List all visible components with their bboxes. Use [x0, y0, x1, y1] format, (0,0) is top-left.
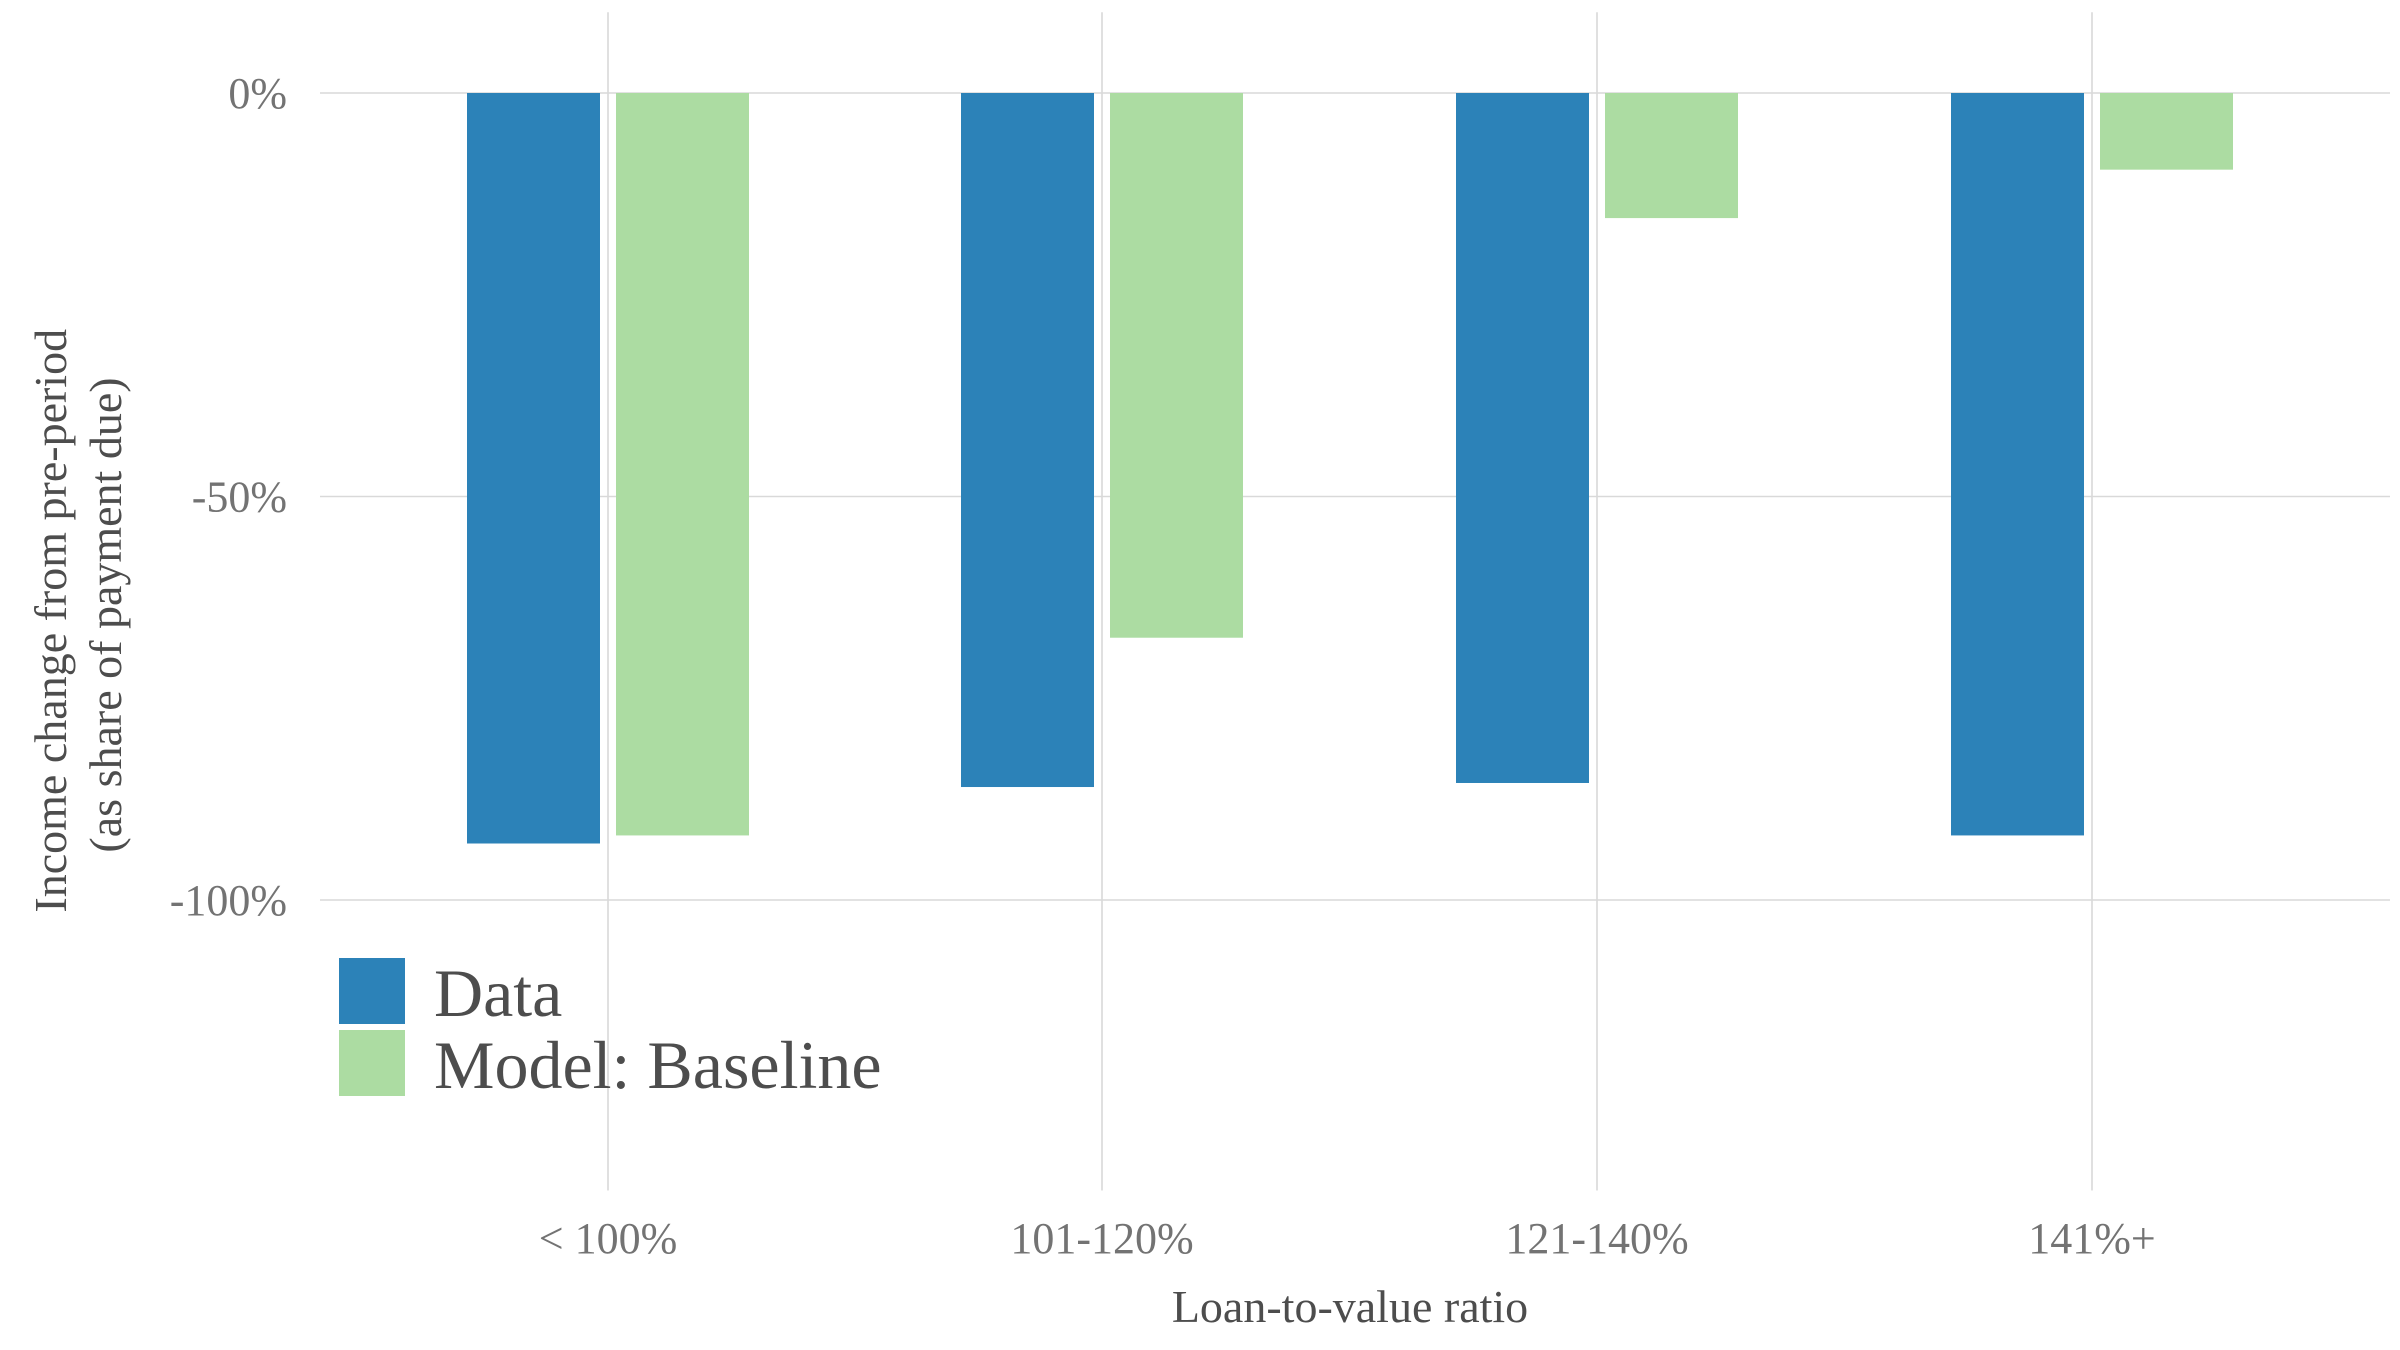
x-tick-label: 121-140%	[1505, 1214, 1688, 1263]
legend-swatch-model-baseline	[339, 1030, 405, 1096]
legend-swatch-data	[339, 958, 405, 1024]
x-axis-ticks: < 100% 101-120% 121-140% 141%+	[539, 1214, 2156, 1263]
bars	[467, 93, 2233, 844]
bar-data	[961, 93, 1094, 788]
x-tick-label: 101-120%	[1010, 1214, 1193, 1263]
legend-label-data: Data	[434, 955, 562, 1031]
y-axis-ticks: 0% -50% -100%	[170, 69, 287, 925]
bar-model-baseline	[616, 93, 749, 836]
legend: Data Model: Baseline	[339, 955, 882, 1103]
bar-data	[1951, 93, 2084, 836]
bar-data	[1456, 93, 1589, 783]
x-tick-label: 141%+	[2028, 1214, 2155, 1263]
x-axis-title: Loan-to-value ratio	[1172, 1281, 1528, 1332]
bar-model-baseline	[1605, 93, 1738, 219]
y-tick-label: -100%	[170, 876, 287, 925]
y-tick-label: -50%	[192, 473, 287, 522]
y-axis-title-line-1: Income change from pre-period	[25, 329, 76, 913]
bar-data	[467, 93, 600, 844]
y-tick-label: 0%	[228, 69, 287, 118]
y-axis-title: Income change from pre-period (as share …	[25, 317, 131, 912]
bar-model-baseline	[1110, 93, 1243, 638]
bar-model-baseline	[2100, 93, 2233, 170]
y-axis-title-line-2: (as share of payment due)	[80, 377, 131, 852]
x-tick-label: < 100%	[539, 1214, 677, 1263]
legend-label-model-baseline: Model: Baseline	[434, 1027, 882, 1103]
